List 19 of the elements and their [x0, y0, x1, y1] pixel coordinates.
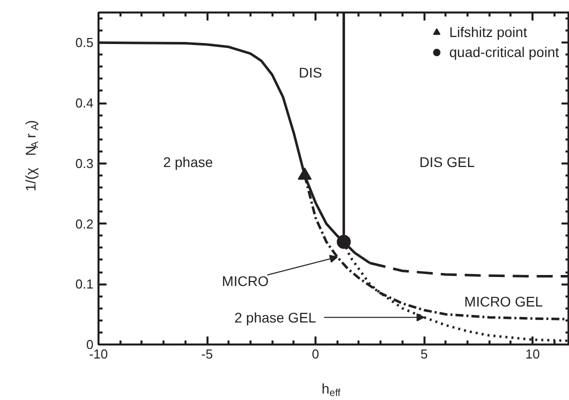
x-tick-label: 5: [420, 346, 428, 362]
x-tick-label: 10: [525, 346, 540, 362]
y-tick-label: 0.1: [75, 276, 94, 292]
legend-label: Lifshitz point: [449, 24, 528, 40]
annotation: DIS: [298, 64, 322, 80]
annotation: DIS GEL: [419, 154, 475, 170]
annotation: MICRO GEL: [464, 293, 544, 310]
y-tick-label: 0.5: [75, 35, 94, 50]
y-axis-title: 1/(χ NA rA): [22, 120, 41, 192]
annotation: 2 phase GEL: [234, 309, 316, 326]
y-tick-label: 0.4: [75, 96, 94, 111]
annotation: 2 phase: [163, 154, 214, 170]
y-tick-label: 0.3: [75, 156, 94, 171]
x-tick-label: 0: [312, 346, 320, 362]
annotation: MICRO: [222, 272, 269, 289]
x-tick-label: -5: [201, 346, 213, 362]
y-tick-label: 0.2: [75, 216, 94, 232]
legend-label: quad-critical point: [449, 44, 559, 60]
y-tick-label: 0: [86, 337, 94, 352]
